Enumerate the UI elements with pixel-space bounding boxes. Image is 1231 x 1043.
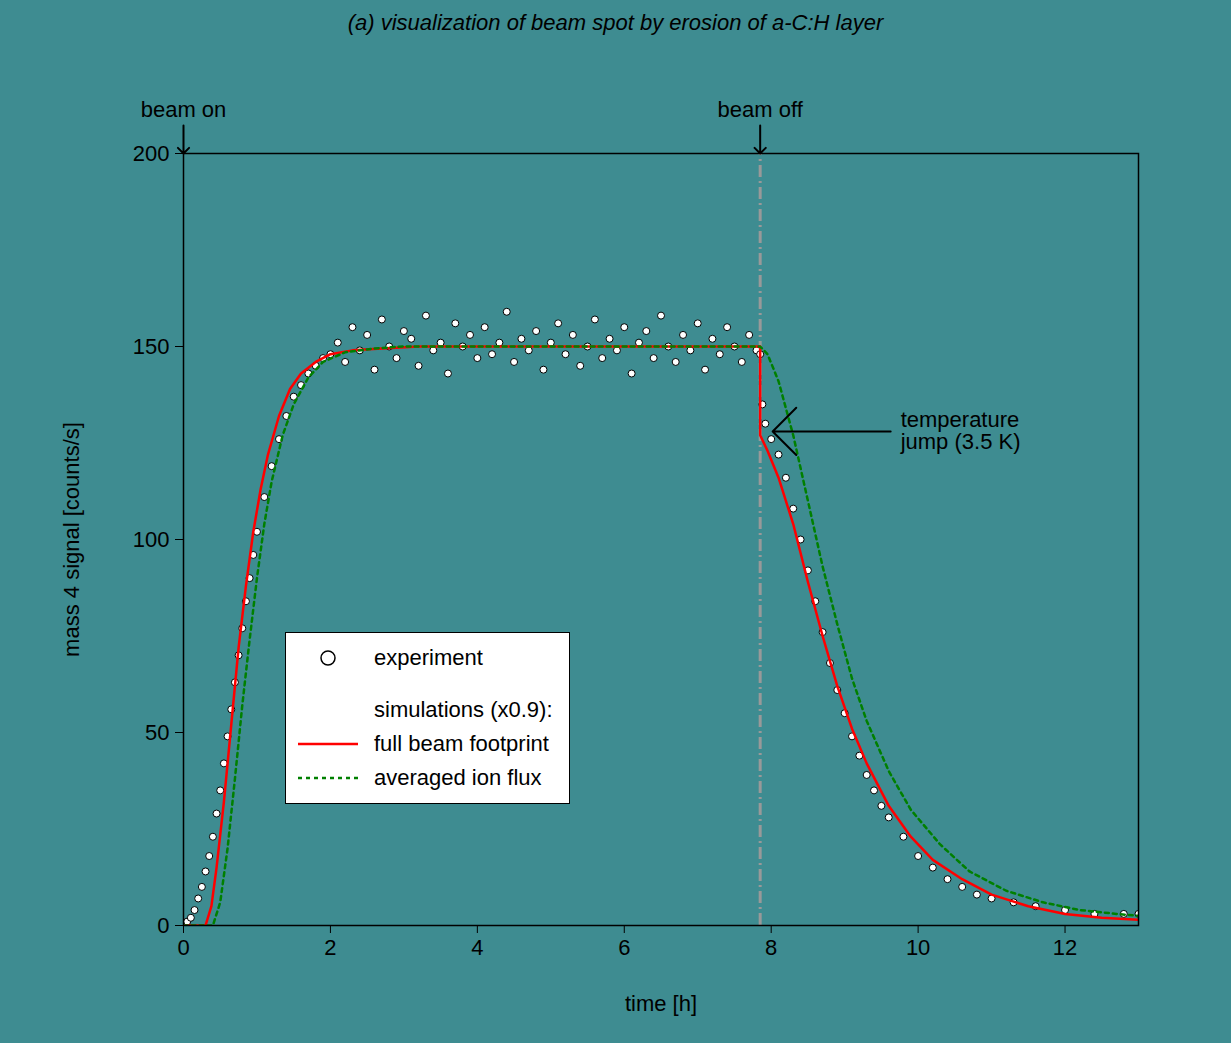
html-text:full beam footprint: full beam footprint (374, 731, 549, 756)
svg-text:0: 0 (157, 913, 169, 938)
svg-text:100: 100 (133, 527, 170, 552)
svg-text:12: 12 (1053, 935, 1077, 960)
svg-text:0: 0 (177, 935, 189, 960)
html-text:simulations (x0.9):: simulations (x0.9): (374, 697, 553, 722)
svg-text:time [h]: time [h] (625, 991, 697, 1016)
svg-text:mass 4 signal [counts/s]: mass 4 signal [counts/s] (59, 422, 84, 657)
svg-text:6: 6 (618, 935, 630, 960)
html-text:averaged ion flux: averaged ion flux (374, 765, 542, 790)
svg-text:4: 4 (471, 935, 483, 960)
svg-text:50: 50 (145, 720, 169, 745)
svg-text:beam on: beam on (141, 97, 227, 122)
svg-text:8: 8 (765, 935, 777, 960)
svg-text:beam off: beam off (718, 97, 804, 122)
svg-text:temperaturejump (3.5 K): temperaturejump (3.5 K) (900, 407, 1021, 454)
html-text:experiment: experiment (374, 645, 483, 670)
svg-text:200: 200 (133, 141, 170, 166)
svg-text:2: 2 (324, 935, 336, 960)
svg-text:150: 150 (133, 334, 170, 359)
svg-text:10: 10 (906, 935, 930, 960)
html-text:(a) visualization of beam spot: (a) visualization of beam spot by erosio… (347, 10, 884, 35)
